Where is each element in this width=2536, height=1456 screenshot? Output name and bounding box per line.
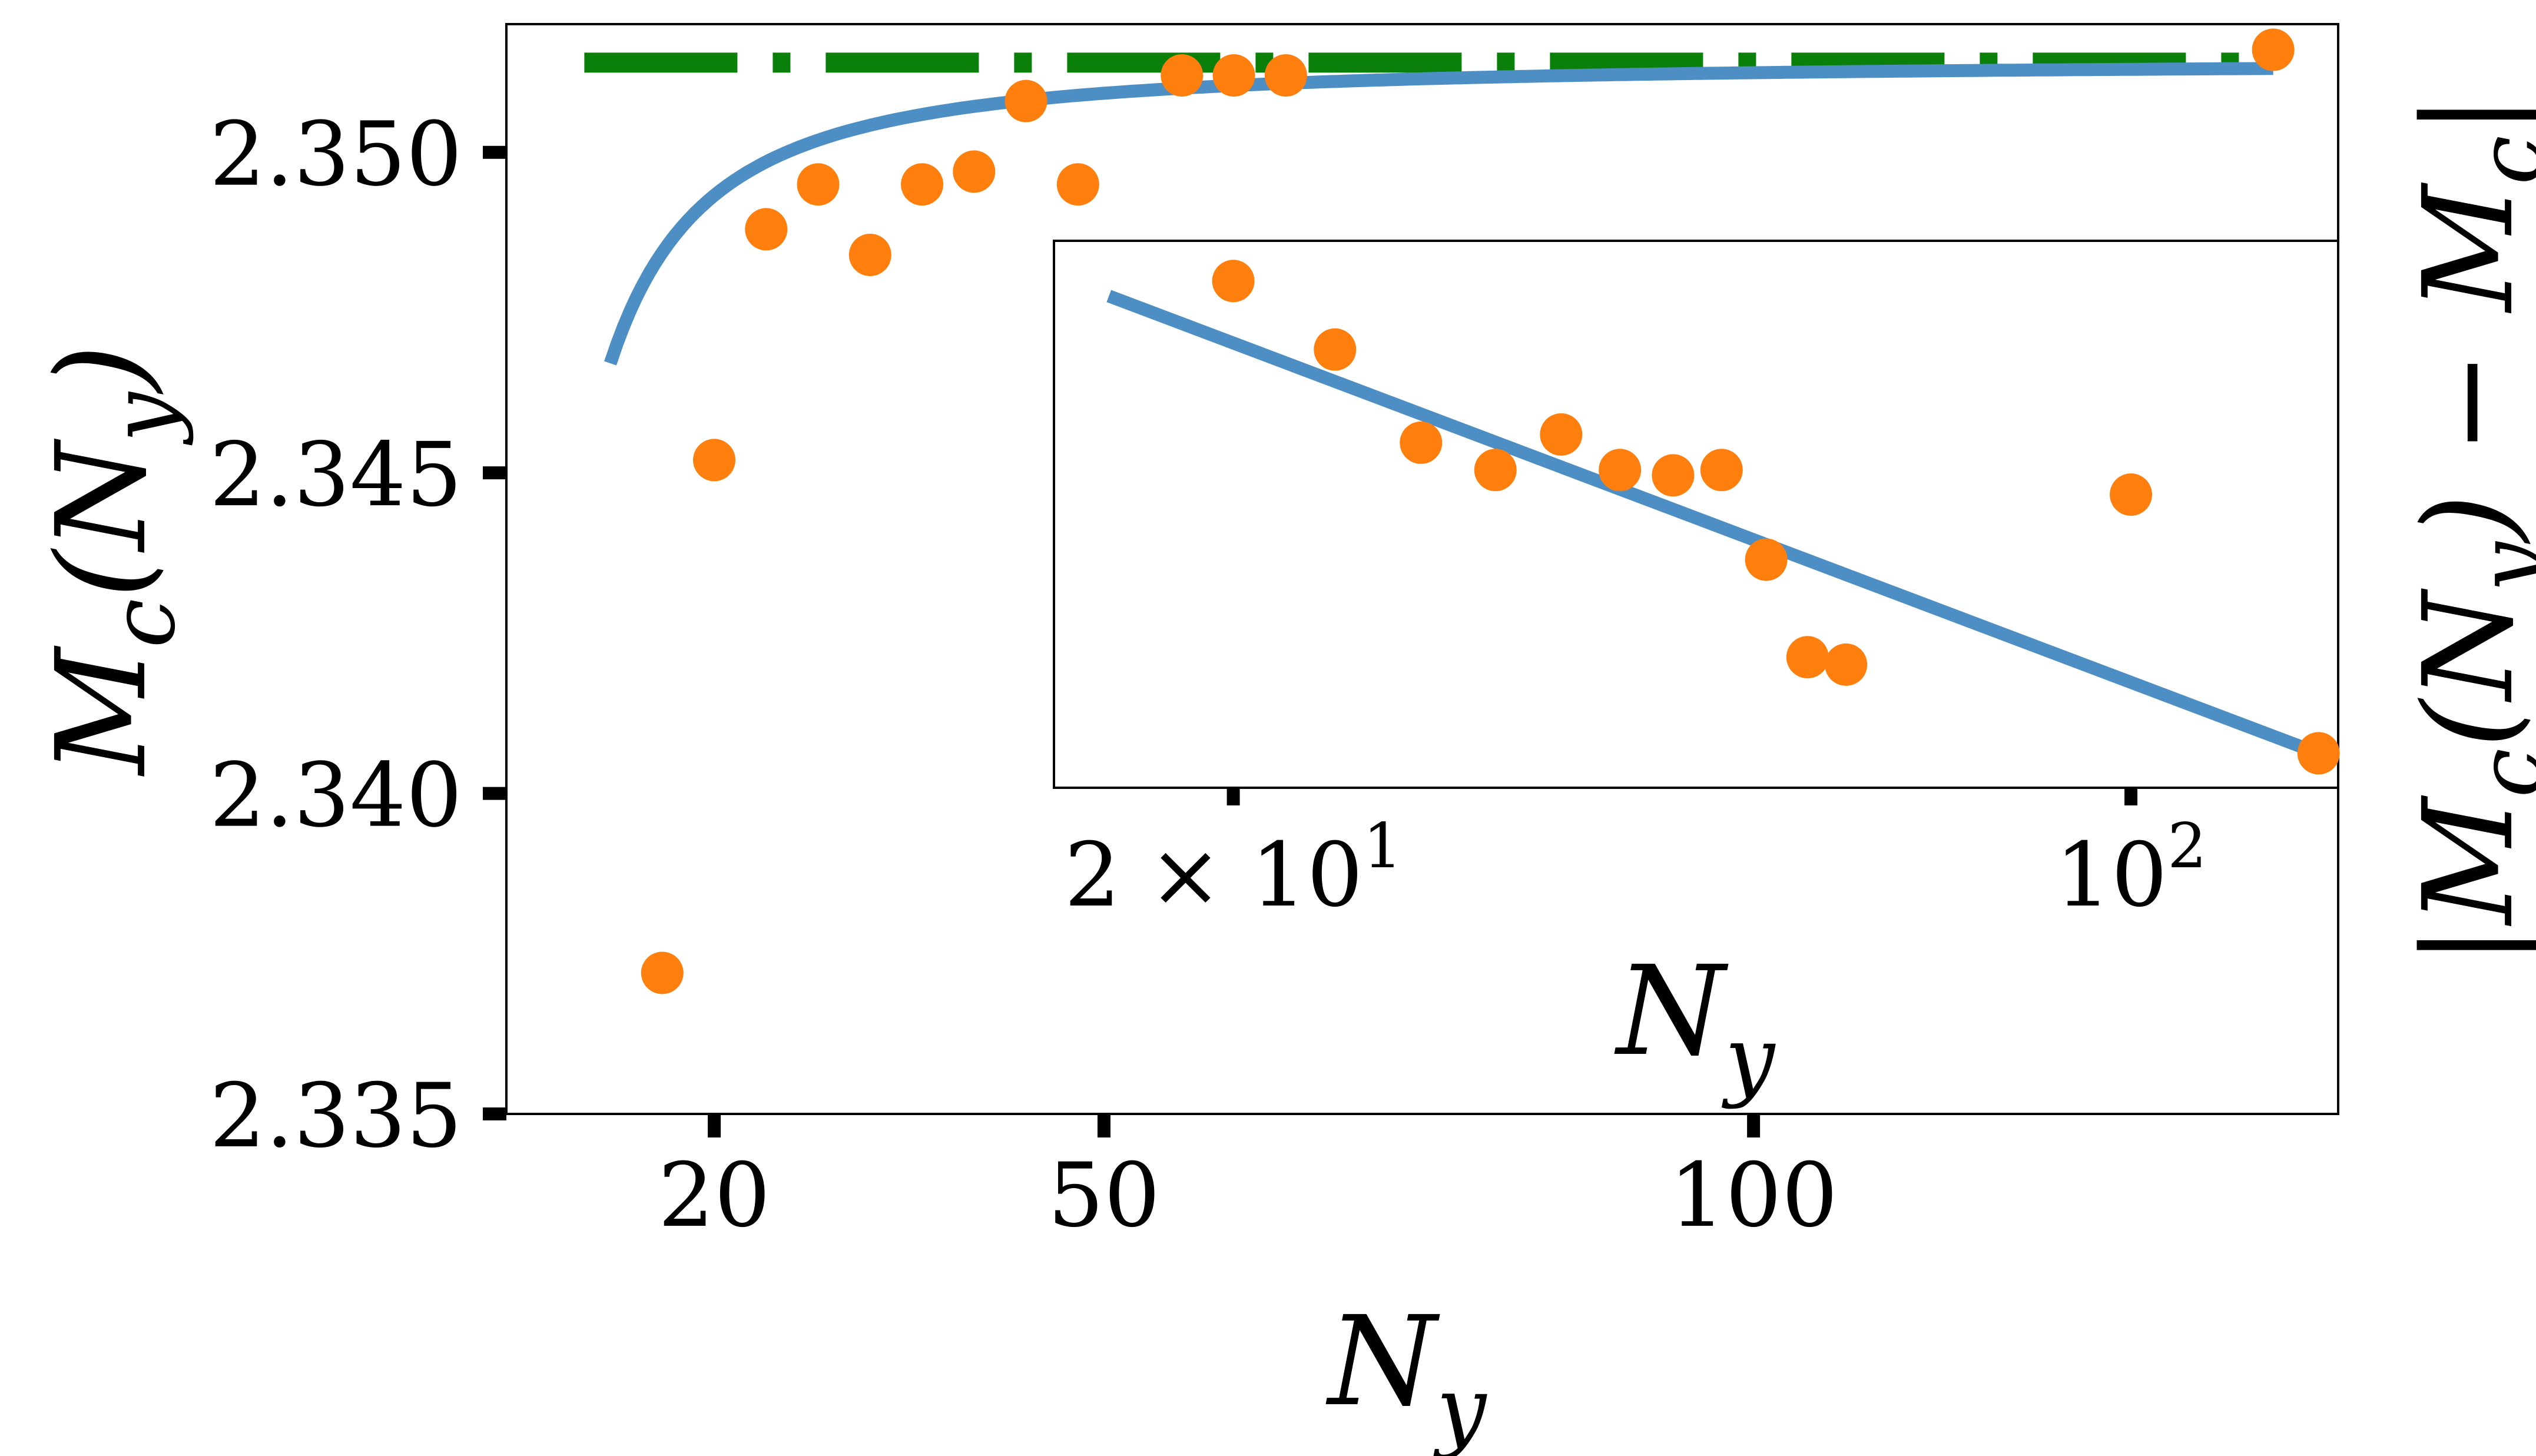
main-data-point (1056, 163, 1099, 206)
main-data-point (1161, 54, 1204, 97)
inset-fit-line-group (1106, 290, 2321, 759)
inset-data-point (1212, 260, 1255, 303)
main-data-point (953, 150, 996, 193)
inset-x-tick-label-20: 2 × 101 (1065, 810, 1403, 927)
inset-data-point (1540, 413, 1583, 456)
inset-data-point (1825, 643, 1868, 686)
inset-data-point (1474, 449, 1517, 492)
inset-data-point (1700, 449, 1743, 492)
main-data-point (745, 208, 788, 251)
inset-x-tick-label-100: 102 (2055, 810, 2207, 927)
inset-data-point (1786, 636, 1829, 679)
fit-curve (604, 62, 2273, 366)
main-data-point (2252, 28, 2295, 71)
main-data-point (1264, 54, 1307, 97)
main-ticks: 20 50 100 2.335 2.340 2.345 2.350 (210, 104, 1838, 1247)
main-x-tick-label-100: 100 (1669, 1145, 1838, 1247)
inset-panel: 2 × 101 102 Ny |Mc(Ny) − Mc| (1053, 94, 2536, 1110)
inset-data-points (1212, 260, 2340, 775)
inset-data-point (1745, 538, 1788, 581)
inset-data-point (1314, 328, 1357, 371)
main-y-tick-label-1: 2.340 (210, 745, 462, 847)
main-data-point (797, 163, 840, 206)
main-x-tick-label-20: 20 (658, 1145, 771, 1247)
inset-fit-line (1106, 290, 2321, 759)
main-data-point (641, 951, 684, 994)
inset-x-axis-label: Ny (1614, 939, 1776, 1110)
fit-curve-group (604, 62, 2273, 366)
inset-data-point (2110, 473, 2153, 516)
main-x-axis-label: Ny (1325, 1289, 1488, 1456)
main-y-axis-label: Mc(Ny) (29, 344, 195, 777)
inset-y-axis-label: |Mc(Ny) − Mc| (2396, 94, 2536, 966)
main-data-point (848, 233, 891, 276)
main-data-point (1005, 79, 1047, 122)
inset-ticks: 2 × 101 102 (1065, 788, 2207, 927)
main-y-tick-label-2: 2.345 (210, 424, 462, 526)
main-x-tick-label-50: 50 (1047, 1145, 1160, 1247)
main-data-point (693, 439, 736, 482)
inset-data-point (1599, 449, 1642, 492)
main-panel: 20 50 100 2.335 2.340 2.345 2.350 Ny Mc(Ny) (29, 23, 2339, 1456)
inset-plot-frame (1053, 240, 2339, 789)
inset-data-point (2297, 732, 2340, 775)
inset-data-point (1400, 421, 1443, 464)
main-y-tick-label-3: 2.350 (210, 104, 462, 206)
main-y-tick-label-0: 2.335 (210, 1065, 462, 1168)
main-data-point (1212, 54, 1255, 97)
inset-data-point (1652, 454, 1695, 497)
main-data-point (901, 163, 944, 206)
